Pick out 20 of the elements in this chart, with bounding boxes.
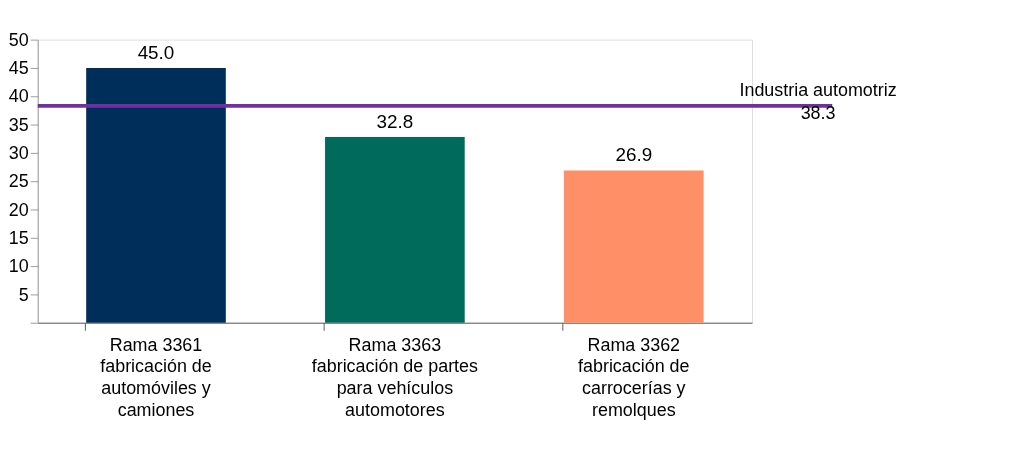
y-tick-label: 25: [8, 171, 29, 192]
y-tick-label: 30: [8, 143, 29, 164]
bar: [563, 170, 704, 323]
data-label: 45.0: [137, 41, 175, 63]
data-label: 32.8: [376, 110, 414, 132]
x-tick-label: Rama 3363 fabricación de partes para vehículos automotores: [311, 334, 479, 420]
y-tick-label: 40: [8, 86, 29, 107]
ref-line-label: Industria automotriz 38.3: [739, 80, 897, 124]
y-tick-label: 5: [18, 284, 29, 305]
y-tick-label: 50: [8, 29, 29, 50]
x-tick-label: Rama 3362 fabricación de carrocerías y remolques: [578, 334, 690, 420]
y-tick-label: 10: [8, 256, 29, 277]
y-tick-label: 45: [8, 58, 29, 79]
y-tick-label: 20: [8, 199, 29, 220]
data-label: 26.9: [615, 144, 653, 166]
y-tick-label: 15: [8, 227, 29, 248]
y-tick-label: 35: [8, 114, 29, 135]
x-tick-label: Rama 3361 fabricación de automóviles y camiones: [100, 334, 212, 420]
bar: [325, 137, 465, 323]
bar: [86, 67, 226, 323]
